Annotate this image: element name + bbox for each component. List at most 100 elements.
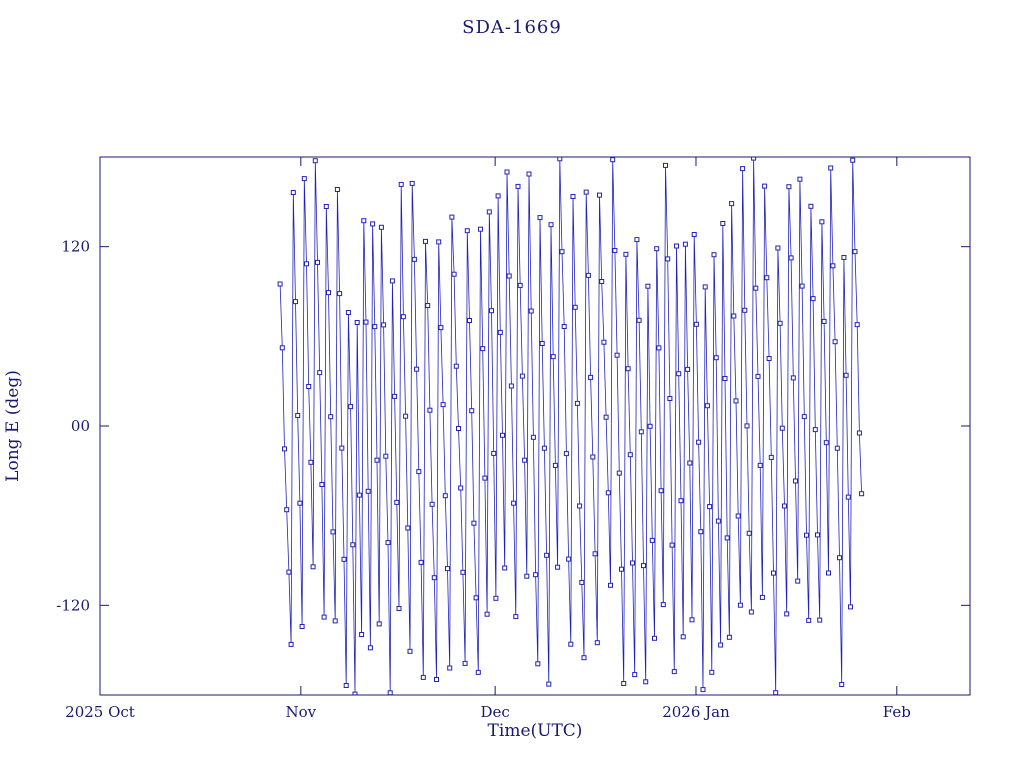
data-point-marker [630,560,635,566]
data-point-marker [381,322,387,328]
data-point-marker [612,248,618,253]
data-point-marker [689,617,695,623]
data-point-marker [367,645,373,651]
data-point-marker [806,617,812,623]
data-point-marker [528,308,534,314]
data-point-marker [297,500,303,506]
data-point-marker [837,555,842,561]
data-point-marker [504,169,510,175]
data-point-marker [436,239,442,245]
data-point-marker [568,641,574,647]
data-point-marker [720,221,726,226]
data-point-marker [416,469,422,475]
data-point-marker [334,187,340,192]
data-point-marker [632,672,638,678]
data-point-marker [286,569,292,575]
data-point-marker [451,271,457,277]
data-point-marker [343,683,349,688]
data-point-marker [601,339,607,345]
data-point-marker [506,273,512,279]
data-point-marker [817,617,823,623]
data-point-marker [363,319,369,325]
data-point-marker [350,542,356,548]
data-point-marker [786,184,792,190]
data-point-marker [548,222,554,228]
data-point-marker [801,414,807,420]
data-point-marker [759,594,765,600]
data-point-marker [370,221,376,227]
data-point-marker [502,565,508,571]
data-point-marker [588,374,594,380]
data-point-marker [359,632,365,637]
data-point-marker [665,256,671,262]
data-point-marker [515,183,521,189]
x-axis-label: Time(UTC) [488,721,583,741]
data-point-marker [804,532,809,538]
data-point-marker [420,674,426,680]
data-point-marker [486,209,492,215]
data-point-marker [489,308,494,314]
data-point-marker [378,224,384,230]
data-point-marker [753,285,759,291]
chart-title: SDA-1669 [462,17,562,38]
data-point-marker [859,491,865,497]
data-point-marker [563,451,569,457]
data-point-marker [339,445,345,451]
data-point-marker [323,204,329,209]
data-point-marker [755,373,761,379]
data-point-marker [574,400,580,406]
plot-frame [99,156,971,696]
data-point-marker [431,575,437,581]
data-point-marker [828,165,834,171]
data-point-marker [737,602,743,608]
data-point-marker [337,291,343,297]
data-point-marker [821,318,827,324]
data-point-marker [676,371,682,377]
data-point-marker [614,352,620,358]
data-point-marker [526,171,532,177]
data-point-marker [848,604,853,610]
data-point-marker [693,321,699,327]
data-point-marker [779,425,785,431]
data-point-marker [550,354,556,360]
y-axis-label: Long E (deg) [3,370,23,482]
data-point-marker [603,414,609,420]
data-point-marker [475,669,481,675]
data-point-marker [541,445,547,451]
data-point-marker [497,329,503,335]
data-point-marker [394,499,400,505]
data-point-marker [478,226,483,232]
data-point-marker [748,609,754,615]
data-point-marker [590,454,596,460]
data-point-marker [608,582,613,588]
data-point-marker [570,194,576,199]
data-point-marker [326,290,331,296]
data-point-marker [658,488,664,494]
data-point-marker [649,537,655,543]
data-point-marker [724,535,730,541]
data-point-marker [768,454,774,460]
data-point-marker [815,532,820,538]
x-tick-label: 2026 Jan [662,703,730,721]
data-point-marker [348,404,354,410]
data-point-marker [742,307,748,313]
data-point-marker [746,530,752,536]
x-tick-label: 2025 Oct [65,703,135,721]
data-point-marker [559,249,565,255]
data-point-marker [826,570,831,576]
data-point-marker [409,180,415,186]
y-tick-label: -120 [56,596,90,614]
data-point-marker [634,237,640,243]
data-point-marker [482,475,488,481]
data-point-marker [751,157,757,161]
data-point-marker [599,279,605,284]
data-point-marker [583,189,589,195]
data-point-marker [383,453,389,459]
data-point-marker [555,564,561,570]
data-point-marker [456,426,461,431]
data-point-marker [354,320,360,325]
data-point-marker [524,573,530,579]
data-point-marker [605,490,611,496]
data-point-marker [396,606,402,611]
data-point-marker [546,681,552,687]
